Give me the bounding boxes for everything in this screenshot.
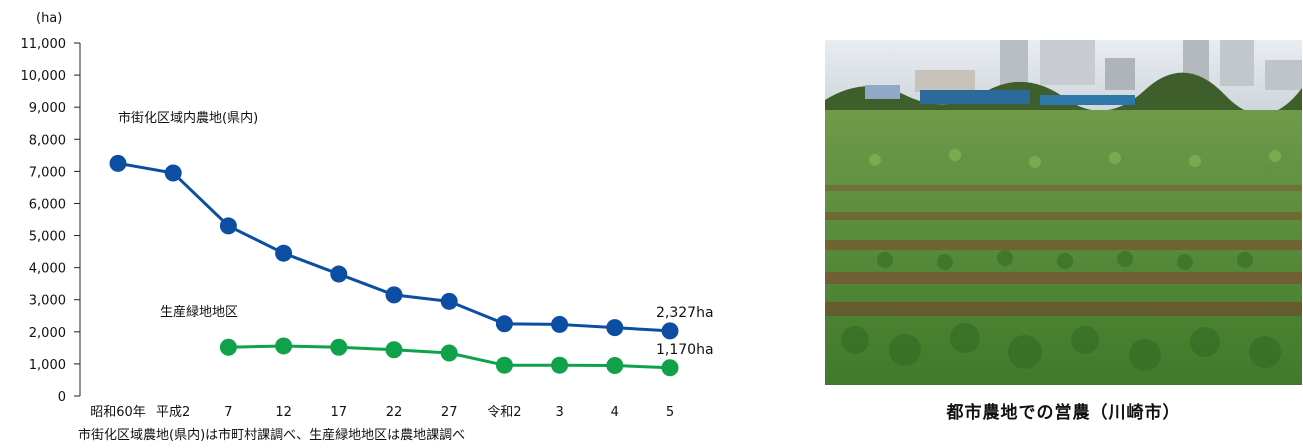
y-axis-unit: (ha) [36,11,62,26]
y-tick-label: 9,000 [29,101,66,116]
data-point [661,322,679,340]
x-tick-label: 3 [555,405,563,420]
y-tick-label: 2,000 [29,326,66,341]
photo-caption: 都市農地での営農（川崎市） [946,403,1181,423]
data-point [275,244,293,262]
data-point [385,286,403,304]
y-tick-label: 6,000 [29,197,66,212]
data-point [440,292,458,310]
line-chart: (ha) 0 1,000 2,000 3,000 4,000 5,000 6,000 7,000… [21,11,714,420]
y-tick-label: 10,000 [21,69,67,84]
y-tick-label: 1,000 [29,358,66,373]
data-point [219,338,237,356]
x-tick-label: 17 [331,405,348,420]
y-tick-label: 7,000 [29,165,66,180]
data-point [495,315,513,333]
x-tick-label: 4 [611,405,619,420]
x-tick-label: 平成2 [156,405,190,420]
data-point [495,356,513,374]
data-point [109,154,127,172]
x-tick-label: 27 [441,405,458,420]
y-tick-label: 0 [58,390,66,405]
data-point [661,359,679,377]
data-point [606,357,624,375]
x-tick-label: 22 [386,405,403,420]
x-tick-label: 12 [275,405,292,420]
farm-photo [825,40,1302,385]
source-note: 市街化区域農地(県内)は市町村課調べ、生産緑地地区は農地課調べ [78,428,466,443]
data-point [551,356,569,374]
x-tick-label: 7 [224,405,232,420]
y-tick-label: 11,000 [21,37,67,52]
data-point [219,217,237,235]
series-end-label-1: 1,170ha [656,342,714,358]
x-tick-label: 5 [666,405,674,420]
farm-photo-illustration [825,40,1302,385]
data-point [275,337,293,355]
x-tick-label: 令和2 [487,405,521,420]
y-tick-label: 4,000 [29,262,66,277]
series-label-1: 生産緑地地区 [160,304,238,320]
data-point [385,341,403,359]
y-tick-label: 5,000 [29,230,66,245]
series-end-label-0: 2,327ha [656,305,714,321]
data-point [440,344,458,362]
data-point [330,338,348,356]
y-tick-label: 3,000 [29,294,66,309]
data-point [330,265,348,283]
data-point [606,319,624,337]
x-tick-label: 昭和60年 [90,405,146,420]
data-point [164,164,182,182]
data-point [551,315,569,333]
y-tick-label: 8,000 [29,133,66,148]
series-label-0: 市街化区域内農地(県内) [118,110,258,126]
